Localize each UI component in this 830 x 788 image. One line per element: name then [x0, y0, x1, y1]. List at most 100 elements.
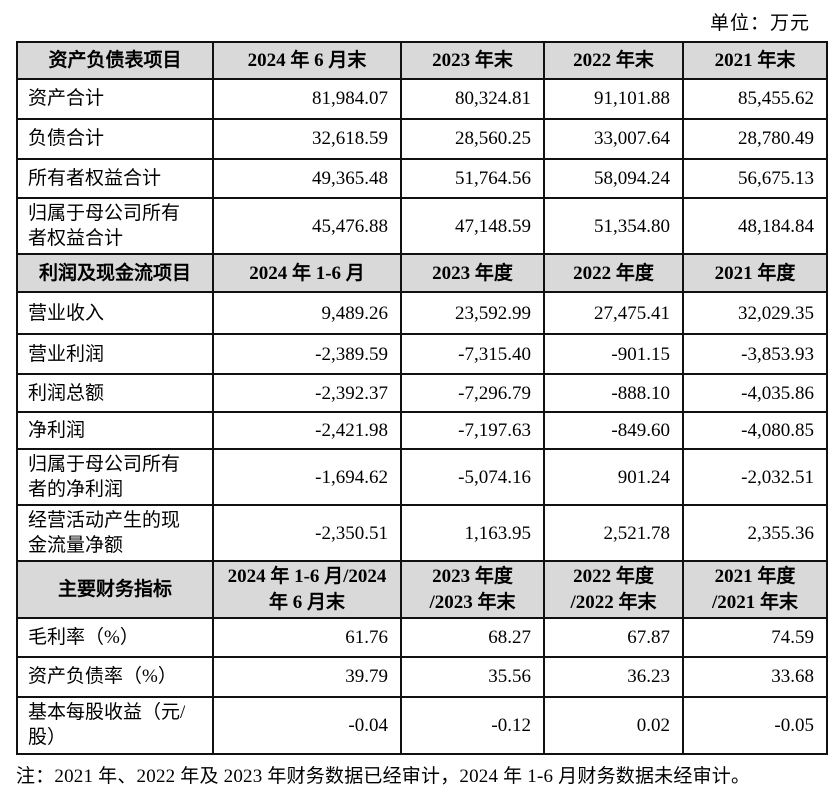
column-header: 2023 年末: [400, 41, 545, 80]
table-row: 资产负债率（%） 39.79 35.56 36.23 33.68: [16, 655, 828, 698]
value-cell: -3,853.93: [682, 333, 828, 376]
value-cell: 51,354.80: [543, 196, 684, 256]
value-cell: 0.02: [543, 695, 684, 755]
section-header-label: 资产负债表项目: [16, 41, 214, 80]
value-cell: 91,101.88: [543, 78, 684, 120]
value-cell: 2,355.36: [682, 504, 828, 563]
value-cell: -7,197.63: [400, 411, 545, 451]
value-cell: 32,029.35: [682, 291, 828, 336]
value-cell: 27,475.41: [543, 291, 684, 336]
table-row: 营业利润 -2,389.59 -7,315.40 -901.15 -3,853.…: [16, 333, 828, 376]
value-cell: 49,365.48: [212, 158, 402, 199]
value-cell: 48,184.84: [682, 196, 828, 256]
value-cell: -0.04: [212, 695, 402, 755]
column-header: 2022 年度 /2022 年末: [543, 560, 684, 619]
value-cell: 33.68: [682, 655, 828, 698]
value-cell: 32,618.59: [212, 118, 402, 160]
value-cell: 35.56: [400, 655, 545, 698]
value-cell: -7,296.79: [400, 373, 545, 414]
value-cell: -0.05: [682, 695, 828, 755]
table-row: 利润总额 -2,392.37 -7,296.79 -888.10 -4,035.…: [16, 373, 828, 414]
row-label: 归属于母公司所有 者的净利润: [16, 448, 214, 507]
value-cell: -901.15: [543, 333, 684, 376]
column-header: 2024 年 1-6 月: [212, 253, 402, 294]
table-row: 归属于母公司所有 者权益合计 45,476.88 47,148.59 51,35…: [16, 196, 828, 256]
value-cell: 74.59: [682, 616, 828, 658]
value-cell: 23,592.99: [400, 291, 545, 336]
value-cell: 901.24: [543, 448, 684, 507]
column-header: 2023 年度: [400, 253, 545, 294]
value-cell: 47,148.59: [400, 196, 545, 256]
row-label: 负债合计: [16, 118, 214, 160]
value-cell: 9,489.26: [212, 291, 402, 336]
section-header-row: 资产负债表项目 2024 年 6 月末 2023 年末 2022 年末 2021…: [16, 41, 828, 80]
row-label: 基本每股收益（元/ 股）: [16, 695, 214, 755]
value-cell: -849.60: [543, 411, 684, 451]
row-label: 营业利润: [16, 333, 214, 376]
column-header: 2021 年度: [682, 253, 828, 294]
row-label: 所有者权益合计: [16, 158, 214, 199]
table-row: 资产合计 81,984.07 80,324.81 91,101.88 85,45…: [16, 78, 828, 120]
table-row: 净利润 -2,421.98 -7,197.63 -849.60 -4,080.8…: [16, 411, 828, 451]
value-cell: 51,764.56: [400, 158, 545, 199]
unit-label: 单位：万元: [709, 13, 810, 34]
section-header-row: 主要财务指标 2024 年 1-6 月/2024 年 6 月末 2023 年度 …: [16, 560, 828, 619]
audit-footnote: 注：2021 年、2022 年及 2023 年财务数据已经审计，2024 年 1…: [16, 765, 751, 787]
value-cell: 39.79: [212, 655, 402, 698]
value-cell: 28,560.25: [400, 118, 545, 160]
row-label: 净利润: [16, 411, 214, 451]
value-cell: -2,392.37: [212, 373, 402, 414]
row-label: 经营活动产生的现 金流量净额: [16, 504, 214, 563]
table-row: 毛利率（%） 61.76 68.27 67.87 74.59: [16, 616, 828, 658]
table-row: 基本每股收益（元/ 股） -0.04 -0.12 0.02 -0.05: [16, 695, 828, 755]
value-cell: -5,074.16: [400, 448, 545, 507]
value-cell: 80,324.81: [400, 78, 545, 120]
value-cell: 33,007.64: [543, 118, 684, 160]
value-cell: 68.27: [400, 616, 545, 658]
section-header-label: 主要财务指标: [16, 560, 214, 619]
column-header: 2024 年 6 月末: [212, 41, 402, 80]
column-header: 2024 年 1-6 月/2024 年 6 月末: [212, 560, 402, 619]
value-cell: 45,476.88: [212, 196, 402, 256]
row-label: 资产负债率（%）: [16, 655, 214, 698]
value-cell: 36.23: [543, 655, 684, 698]
column-header: 2022 年末: [543, 41, 684, 80]
value-cell: -888.10: [543, 373, 684, 414]
table-row: 营业收入 9,489.26 23,592.99 27,475.41 32,029…: [16, 291, 828, 336]
column-header: 2021 年度 /2021 年末: [682, 560, 828, 619]
value-cell: 67.87: [543, 616, 684, 658]
value-cell: -4,035.86: [682, 373, 828, 414]
value-cell: 58,094.24: [543, 158, 684, 199]
value-cell: 56,675.13: [682, 158, 828, 199]
column-header: 2021 年末: [682, 41, 828, 80]
value-cell: 81,984.07: [212, 78, 402, 120]
value-cell: -1,694.62: [212, 448, 402, 507]
table-row: 归属于母公司所有 者的净利润 -1,694.62 -5,074.16 901.2…: [16, 448, 828, 507]
value-cell: -4,080.85: [682, 411, 828, 451]
value-cell: 1,163.95: [400, 504, 545, 563]
value-cell: -2,350.51: [212, 504, 402, 563]
value-cell: -0.12: [400, 695, 545, 755]
financial-summary-table: 资产负债表项目 2024 年 6 月末 2023 年末 2022 年末 2021…: [16, 41, 828, 755]
value-cell: 61.76: [212, 616, 402, 658]
financial-report-page: 单位：万元 资产负债表项目 2024 年 6 月末 2023 年末 2022 年…: [16, 13, 828, 787]
column-header: 2023 年度 /2023 年末: [400, 560, 545, 619]
value-cell: -2,421.98: [212, 411, 402, 451]
row-label: 营业收入: [16, 291, 214, 336]
row-label: 利润总额: [16, 373, 214, 414]
row-label: 资产合计: [16, 78, 214, 120]
table-row: 负债合计 32,618.59 28,560.25 33,007.64 28,78…: [16, 118, 828, 160]
value-cell: 28,780.49: [682, 118, 828, 160]
table-row: 所有者权益合计 49,365.48 51,764.56 58,094.24 56…: [16, 158, 828, 199]
table-row: 经营活动产生的现 金流量净额 -2,350.51 1,163.95 2,521.…: [16, 504, 828, 563]
value-cell: 2,521.78: [543, 504, 684, 563]
value-cell: -2,389.59: [212, 333, 402, 376]
row-label: 毛利率（%）: [16, 616, 214, 658]
value-cell: -7,315.40: [400, 333, 545, 376]
column-header: 2022 年度: [543, 253, 684, 294]
section-header-row: 利润及现金流项目 2024 年 1-6 月 2023 年度 2022 年度 20…: [16, 253, 828, 294]
value-cell: -2,032.51: [682, 448, 828, 507]
section-header-label: 利润及现金流项目: [16, 253, 214, 294]
row-label: 归属于母公司所有 者权益合计: [16, 196, 214, 256]
value-cell: 85,455.62: [682, 78, 828, 120]
